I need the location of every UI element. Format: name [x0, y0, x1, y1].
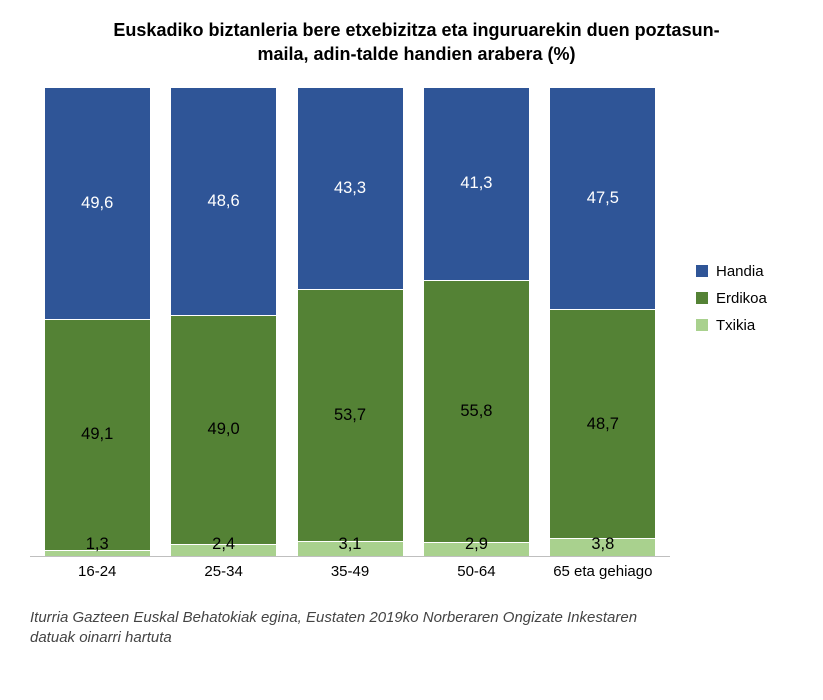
x-axis: 16-2425-3435-4950-6465 eta gehiago: [30, 557, 670, 580]
segment-value: 2,9: [424, 535, 529, 554]
bar: 1,3 49,1 49,6: [45, 87, 150, 556]
segment-value: 48,6: [208, 192, 240, 211]
segment-handia: 49,6: [45, 87, 150, 320]
bar-group: 2,9 55,8 41,3: [413, 87, 539, 556]
legend-item-handia: Handia: [696, 263, 803, 280]
handia-swatch-icon: [696, 265, 708, 277]
segment-value: 2,4: [171, 535, 276, 554]
legend-label: Erdikoa: [716, 290, 767, 307]
bars: 1,3 49,1 49,6 2,4 49,0 48,6 3,1 53,7 43,3 2,9 55,8…: [30, 87, 670, 556]
bar: 2,4 49,0 48,6: [171, 87, 276, 556]
segment-value: 3,1: [298, 535, 403, 554]
bar-group: 3,1 53,7 43,3: [287, 87, 413, 556]
segment-value: 53,7: [334, 406, 366, 425]
legend-label: Txikia: [716, 317, 755, 334]
segment-value: 48,7: [587, 415, 619, 434]
segment-value: 55,8: [460, 402, 492, 421]
segment-erdikoa: 49,0: [171, 315, 276, 545]
segment-erdikoa: 55,8: [424, 280, 529, 542]
segment-value: 49,6: [81, 194, 113, 213]
legend-item-erdikoa: Erdikoa: [696, 290, 803, 307]
segment-value: 43,3: [334, 179, 366, 198]
segment-erdikoa: 49,1: [45, 319, 150, 549]
x-label: 35-49: [287, 563, 413, 580]
plot-area: 1,3 49,1 49,6 2,4 49,0 48,6 3,1 53,7 43,3 2,9 55,8…: [30, 87, 670, 557]
segment-value: 49,0: [208, 420, 240, 439]
bar: 3,1 53,7 43,3: [298, 87, 403, 556]
segment-txikia: 3,1: [298, 541, 403, 556]
segment-erdikoa: 53,7: [298, 289, 403, 541]
chart-title: Euskadiko biztanleria bere etxebizitza e…: [97, 18, 737, 67]
segment-handia: 47,5: [550, 87, 655, 310]
legend-label: Handia: [716, 263, 764, 280]
plot-row: 1,3 49,1 49,6 2,4 49,0 48,6 3,1 53,7 43,3 2,9 55,8…: [30, 87, 803, 580]
chart-container: Euskadiko biztanleria bere etxebizitza e…: [0, 0, 823, 700]
segment-txikia: 2,4: [171, 544, 276, 555]
segment-txikia: 3,8: [550, 538, 655, 556]
segment-handia: 43,3: [298, 87, 403, 290]
source-note: Iturria Gazteen Euskal Behatokiak egina,…: [30, 608, 670, 649]
segment-value: 1,3: [45, 535, 150, 554]
segment-handia: 48,6: [171, 87, 276, 315]
segment-value: 49,1: [81, 425, 113, 444]
x-label: 16-24: [34, 563, 160, 580]
segment-value: 47,5: [587, 189, 619, 208]
bar: 3,8 48,7 47,5: [550, 87, 655, 556]
segment-value: 3,8: [550, 535, 655, 554]
segment-txikia: 2,9: [424, 542, 529, 556]
x-label: 65 eta gehiago: [540, 563, 666, 580]
bar-group: 3,8 48,7 47,5: [540, 87, 666, 556]
x-label: 50-64: [413, 563, 539, 580]
segment-handia: 41,3: [424, 87, 529, 281]
x-label: 25-34: [160, 563, 286, 580]
bar-group: 1,3 49,1 49,6: [34, 87, 160, 556]
segment-erdikoa: 48,7: [550, 309, 655, 537]
segment-txikia: 1,3: [45, 550, 150, 556]
legend: Handia Erdikoa Txikia: [670, 17, 803, 580]
bar-group: 2,4 49,0 48,6: [160, 87, 286, 556]
segment-value: 41,3: [460, 174, 492, 193]
bar: 2,9 55,8 41,3: [424, 87, 529, 556]
erdikoa-swatch-icon: [696, 292, 708, 304]
txikia-swatch-icon: [696, 319, 708, 331]
legend-item-txikia: Txikia: [696, 317, 803, 334]
